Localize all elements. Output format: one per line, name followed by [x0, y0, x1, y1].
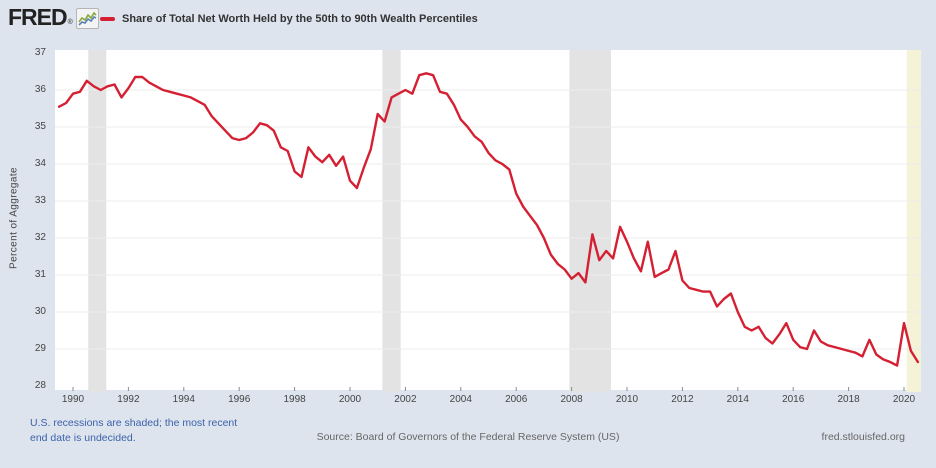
- source-attribution: Source: Board of Governors of the Federa…: [316, 431, 620, 443]
- x-tick-label: 2006: [505, 394, 528, 405]
- fred-logo-text: FRED: [8, 4, 68, 30]
- y-tick-label: 29: [34, 343, 46, 354]
- recession-note-line1: U.S. recessions are shaded; the most rec…: [30, 417, 238, 429]
- sparkline-chart-icon: [75, 8, 99, 29]
- x-tick-label: 2020: [892, 394, 916, 405]
- x-tick-label: 1994: [172, 394, 195, 405]
- recession-band: [88, 50, 107, 392]
- fred-logo[interactable]: FRED ®: [8, 5, 99, 29]
- y-tick-label: 36: [34, 84, 46, 95]
- y-tick-label: 32: [34, 232, 46, 243]
- plot-background: [55, 50, 921, 390]
- y-tick-label: 37: [34, 47, 46, 58]
- x-tick-label: 1996: [228, 394, 251, 405]
- x-tick-label: 1992: [117, 394, 140, 405]
- x-tick-label: 1998: [283, 394, 306, 405]
- data-line-series: [57, 72, 920, 367]
- y-tick-label: 28: [34, 380, 46, 391]
- y-tick-label: 35: [34, 121, 46, 132]
- recession-band: [906, 50, 921, 392]
- x-tick-label: 2002: [394, 394, 417, 405]
- registered-mark-icon: ®: [67, 19, 73, 26]
- x-tick-label: 2012: [671, 394, 694, 405]
- x-tick-label: 2016: [782, 394, 805, 405]
- series-legend-marker: [100, 17, 115, 21]
- y-tick-label: 31: [34, 269, 46, 280]
- y-tick-label: 30: [34, 306, 46, 317]
- x-tick-label: 2014: [726, 394, 749, 405]
- x-tick-label: 2010: [615, 394, 639, 405]
- x-tick-label: 2018: [837, 394, 860, 405]
- y-tick-label: 34: [34, 158, 46, 169]
- series-title: Share of Total Net Worth Held by the 50t…: [122, 13, 478, 25]
- recession-band: [382, 50, 401, 392]
- x-tick-label: 2008: [560, 394, 583, 405]
- y-tick-label: 33: [34, 195, 46, 206]
- recession-note-line2: end date is undecided.: [30, 432, 136, 444]
- x-tick-label: 2004: [449, 394, 472, 405]
- fred-site-link[interactable]: fred.stlouisfed.org: [821, 431, 905, 443]
- x-tick-label: 2000: [338, 394, 362, 405]
- x-tick-label: 1990: [61, 394, 85, 405]
- recession-band: [569, 50, 611, 392]
- recession-note: U.S. recessions are shaded; the most rec…: [30, 416, 237, 446]
